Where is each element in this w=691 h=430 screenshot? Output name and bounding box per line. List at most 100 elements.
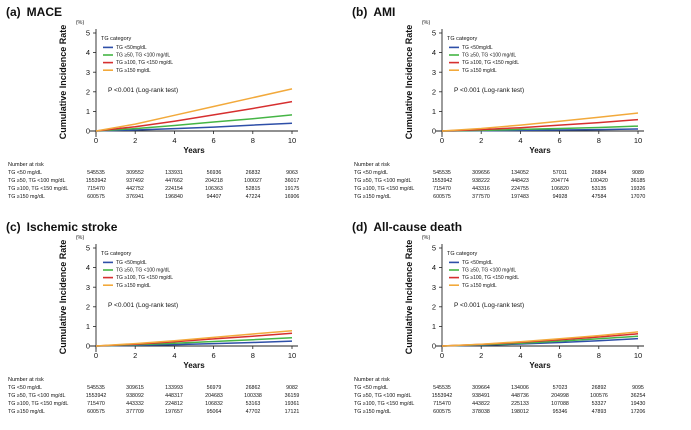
risk-cell: 100576 (590, 393, 608, 399)
series-line (95, 122, 293, 132)
risk-cell: 47702 (246, 409, 261, 415)
risk-cell: 198012 (511, 409, 529, 415)
y-tick-label: 4 (86, 263, 90, 272)
risk-cell: 309552 (126, 170, 144, 176)
risk-row-label: TG ≥150 mg/dL (8, 194, 45, 200)
y-tick-label: 2 (432, 87, 436, 96)
risk-cell: 19361 (285, 401, 300, 407)
risk-cell: 9095 (632, 385, 644, 391)
x-tick-label: 0 (94, 351, 98, 360)
panel-title-text: MACE (27, 5, 62, 19)
risk-cell: 56936 (207, 170, 222, 176)
risk-cell: 938222 (472, 178, 490, 184)
risk-cell: 56979 (207, 385, 222, 391)
x-tick-label: 8 (597, 136, 601, 145)
risk-cell: 26832 (246, 170, 261, 176)
risk-table: Number at risk TG <50 mg/dL 545535 309664 13… (354, 377, 645, 415)
risk-cell: 57011 (553, 170, 567, 176)
x-tick-label: 4 (172, 351, 176, 360)
risk-cell: 26862 (246, 385, 261, 391)
risk-cell: 53327 (592, 401, 607, 407)
legend-entry: TG ≥50, TG <100 mg/dL (116, 268, 170, 274)
series-line (441, 331, 639, 347)
y-axis-label: Cumulative Incidence Rate (404, 240, 414, 355)
legend-entry: TG <50mg/dL (116, 45, 147, 51)
risk-cell: 95346 (553, 409, 568, 415)
panel-label: (b) (352, 5, 367, 19)
x-axis-label: Years (529, 146, 551, 155)
panel-mace: (a) MACE (%) Cumulative Incidence Rate 0 1 2 3 4… (0, 0, 345, 215)
risk-row-label: TG ≥50, TG <100 mg/dL (8, 393, 65, 399)
risk-cell: 19175 (285, 186, 300, 192)
risk-cell: 443822 (472, 401, 490, 407)
risk-row-label: TG ≥100, TG <150 mg/dL (354, 401, 414, 407)
risk-cell: 36159 (285, 393, 300, 399)
x-tick-label: 6 (558, 351, 562, 360)
x-tick-label: 6 (212, 351, 216, 360)
risk-cell: 53135 (592, 186, 607, 192)
y-unit-label: (%) (422, 235, 431, 241)
risk-cell: 57023 (553, 385, 568, 391)
legend-entry: TG ≥150 mg/dL (462, 68, 497, 74)
panel-title: (b) AMI (352, 5, 395, 19)
legend: TG category TG <50mg/dL TG ≥50, TG <100 mg… (101, 251, 173, 289)
y-tick-label: 1 (86, 107, 90, 116)
panel-label: (d) (352, 220, 367, 234)
y-tick-label: 3 (432, 283, 436, 292)
risk-cell: 36185 (631, 178, 646, 184)
risk-cell: 106363 (205, 186, 223, 192)
risk-cell: 106832 (205, 401, 223, 407)
y-tick-label: 2 (86, 302, 90, 311)
risk-cell: 309664 (472, 385, 490, 391)
x-tick-label: 6 (212, 136, 216, 145)
legend-entry: TG ≥150 mg/dL (116, 68, 151, 74)
x-tick-label: 2 (133, 351, 137, 360)
y-tick-label: 4 (432, 48, 436, 57)
legend-title: TG category (101, 36, 132, 42)
risk-row-label: TG ≥150 mg/dL (354, 409, 391, 415)
legend-entry: TG ≥100, TG <150 mg/dL (462, 60, 519, 66)
x-tick-label: 6 (558, 136, 562, 145)
risk-cell: 19430 (631, 401, 646, 407)
x-tick-label: 10 (634, 351, 642, 360)
legend-entry: TG ≥50, TG <100 mg/dL (116, 53, 170, 59)
risk-cell: 715470 (433, 401, 451, 407)
risk-cell: 1553942 (86, 393, 107, 399)
y-tick-label: 0 (432, 342, 436, 351)
y-tick-label: 4 (86, 48, 90, 57)
risk-cell: 16906 (285, 194, 300, 200)
y-tick-label: 2 (432, 302, 436, 311)
y-tick-label: 1 (86, 322, 90, 331)
x-tick-label: 2 (479, 351, 483, 360)
risk-cell: 224755 (511, 186, 529, 192)
p-value-annotation: P <0.001 (Log-rank test) (454, 87, 524, 94)
risk-cell: 545535 (433, 385, 451, 391)
risk-cell: 377709 (126, 409, 144, 415)
risk-cell: 133931 (165, 170, 183, 176)
risk-table: Number at risk TG <50 mg/dL 545535 309615 13… (8, 377, 299, 415)
risk-cell: 715470 (87, 401, 105, 407)
y-tick-label: 0 (432, 127, 436, 136)
risk-cell: 600575 (87, 409, 105, 415)
risk-cell: 448317 (165, 393, 183, 399)
risk-cell: 937492 (126, 178, 144, 184)
risk-row-label: TG ≥150 mg/dL (8, 409, 45, 415)
risk-cell: 448736 (511, 393, 529, 399)
x-tick-label: 10 (634, 136, 642, 145)
risk-table-header: Number at risk (354, 377, 390, 383)
legend-entry: TG ≥50, TG <100 mg/dL (462, 268, 516, 274)
series-line (95, 88, 293, 132)
legend-entry: TG ≥100, TG <150 mg/dL (116, 60, 173, 66)
risk-cell: 715470 (87, 186, 105, 192)
y-tick-label: 4 (432, 263, 436, 272)
risk-table: Number at risk TG <50 mg/dL 545535 309656 13… (354, 162, 645, 200)
x-tick-label: 4 (518, 351, 522, 360)
panel-ischemic-stroke: (c) Ischemic stroke (%) Cumulative Incidenc… (0, 215, 345, 430)
risk-table-header: Number at risk (354, 162, 390, 168)
risk-cell: 204998 (551, 393, 569, 399)
risk-cell: 600575 (433, 194, 451, 200)
legend-title: TG category (447, 36, 478, 42)
risk-cell: 9089 (632, 170, 644, 176)
risk-cell: 36254 (631, 393, 646, 399)
risk-cell: 938092 (126, 393, 144, 399)
